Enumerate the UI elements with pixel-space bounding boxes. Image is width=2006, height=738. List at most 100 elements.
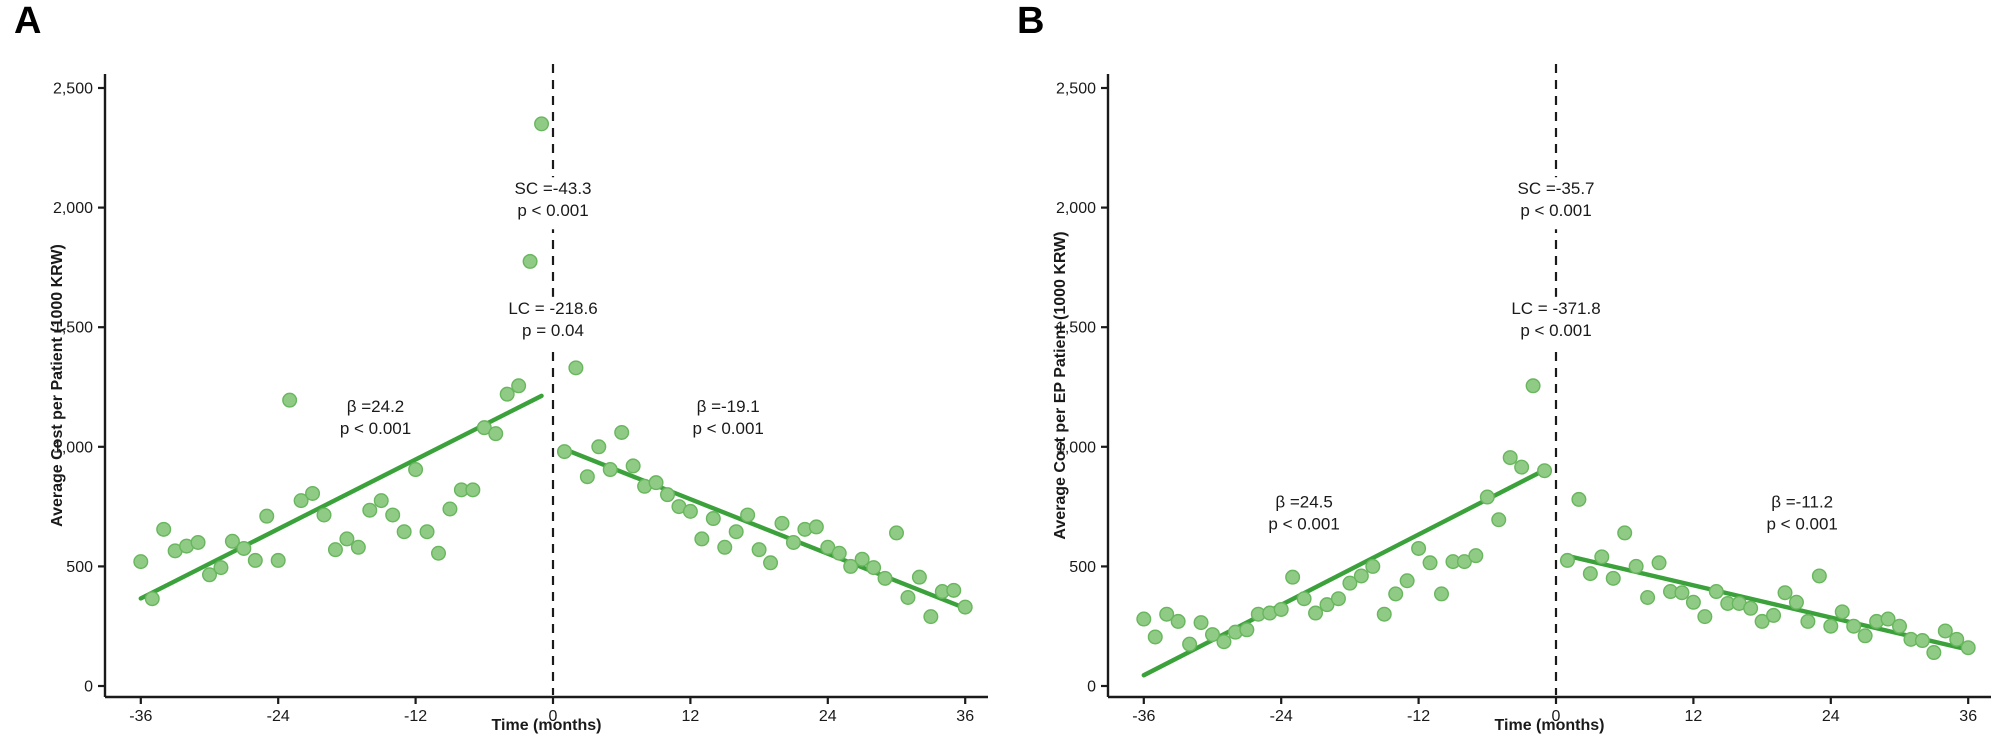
panel-a: A 0 500 1,000 1,500 2,000 2,500 -36 -24 -12 0 12 24…: [14, 0, 988, 734]
data-point: [1754, 613, 1770, 629]
annotation-text: p < 0.001: [1520, 201, 1591, 220]
data-point: [1892, 618, 1908, 634]
y-tick-label: 500: [66, 559, 93, 576]
data-point: [1811, 568, 1827, 584]
data-point: [1376, 606, 1392, 622]
data-point: [1800, 613, 1816, 629]
y-tick-label: 1,500: [53, 320, 93, 337]
annotation-text: β =24.2: [347, 397, 405, 416]
data-point: [1651, 555, 1667, 571]
panel-a-label: A: [14, 0, 42, 42]
data-point: [213, 560, 229, 576]
y-tick-label: 2,500: [1056, 81, 1096, 98]
data-point: [785, 534, 801, 550]
data-point: [648, 475, 664, 491]
data-point: [522, 253, 538, 269]
data-point: [591, 439, 607, 455]
annotation-text: β =-19.1: [697, 397, 760, 416]
panel-b-chart: 0 500 1,000 1,500 2,000 2,500 -36 -24 -12 0 12 24 36…: [1052, 64, 1991, 734]
data-point: [1353, 568, 1369, 584]
data-point: [843, 558, 859, 574]
data-point: [1216, 634, 1232, 650]
data-point: [1525, 378, 1541, 394]
data-point: [499, 386, 515, 402]
y-tick-label: 2,000: [1056, 200, 1096, 217]
annotation-backdrop: [331, 394, 420, 447]
y-tick-label: 1,000: [53, 439, 93, 456]
x-tick-label: 12: [1685, 708, 1703, 725]
data-point: [1823, 618, 1839, 634]
data-point: [488, 426, 504, 442]
data-point: [751, 542, 767, 558]
annotation-text: p < 0.001: [692, 419, 763, 438]
data-point: [1708, 584, 1724, 600]
data-point: [556, 444, 572, 460]
data-point: [946, 582, 962, 598]
data-point: [1479, 489, 1495, 505]
annotation-text: p < 0.001: [1520, 321, 1591, 340]
data-point: [1239, 622, 1255, 638]
data-point: [156, 521, 172, 537]
data-point: [1308, 605, 1324, 621]
data-point: [1193, 615, 1209, 631]
data-point: [889, 525, 905, 541]
y-tick-label: 1,000: [1056, 439, 1096, 456]
data-point: [1743, 600, 1759, 616]
data-point: [339, 531, 355, 547]
data-point: [1766, 607, 1782, 623]
pre-intervention-trend-line: [138, 393, 544, 601]
annotation-backdrop: [500, 296, 606, 349]
annotation-backdrop: [1503, 296, 1609, 349]
data-point: [224, 533, 240, 549]
data-point: [900, 589, 916, 605]
x-axis-title: Time (months): [1495, 717, 1605, 734]
data-point: [1605, 570, 1621, 586]
post-intervention-trend-line: [562, 446, 968, 611]
data-point: [408, 462, 424, 478]
data-point: [316, 507, 332, 523]
data-point: [282, 392, 298, 408]
data-point: [236, 540, 252, 556]
data-point: [1628, 558, 1644, 574]
data-point: [1204, 627, 1220, 643]
data-point: [1960, 640, 1976, 656]
data-point: [133, 554, 149, 570]
data-point: [1365, 558, 1381, 574]
x-tick-label: -24: [267, 708, 290, 725]
annotation-backdrop: [684, 394, 773, 447]
x-axis-title: Time (months): [492, 717, 602, 734]
data-point: [1319, 597, 1335, 613]
data-point: [511, 378, 527, 394]
annotation-text: SC =-35.7: [1517, 179, 1594, 198]
data-point: [534, 116, 550, 132]
annotation-backdrop: [509, 177, 597, 230]
data-point: [1434, 586, 1450, 602]
x-tick-label: 24: [819, 708, 837, 725]
annotation-text: p < 0.001: [340, 419, 411, 438]
data-point: [957, 599, 973, 615]
data-point: [705, 511, 721, 527]
annotation-text: p < 0.001: [1268, 515, 1339, 534]
data-point: [1182, 636, 1198, 652]
data-point: [305, 485, 321, 501]
data-point: [1857, 628, 1873, 644]
annotation-text: LC = -218.6: [508, 299, 597, 318]
data-point: [1914, 633, 1930, 649]
data-point: [866, 560, 882, 576]
data-point: [694, 531, 710, 547]
data-point: [1491, 512, 1507, 528]
data-point: [1285, 569, 1301, 585]
panel-b-label: B: [1017, 0, 1045, 42]
y-axis-title: Average Cost per Patient (1000 KRW): [49, 244, 66, 527]
data-point: [1170, 613, 1186, 629]
y-tick-label: 2,000: [53, 200, 93, 217]
data-point: [808, 519, 824, 535]
data-point: [1388, 586, 1404, 602]
data-point: [350, 539, 366, 555]
data-point: [1949, 631, 1965, 647]
data-point: [911, 569, 927, 585]
data-point: [144, 591, 160, 607]
data-point: [1788, 594, 1804, 610]
data-point: [1514, 459, 1530, 475]
data-point: [660, 487, 676, 503]
